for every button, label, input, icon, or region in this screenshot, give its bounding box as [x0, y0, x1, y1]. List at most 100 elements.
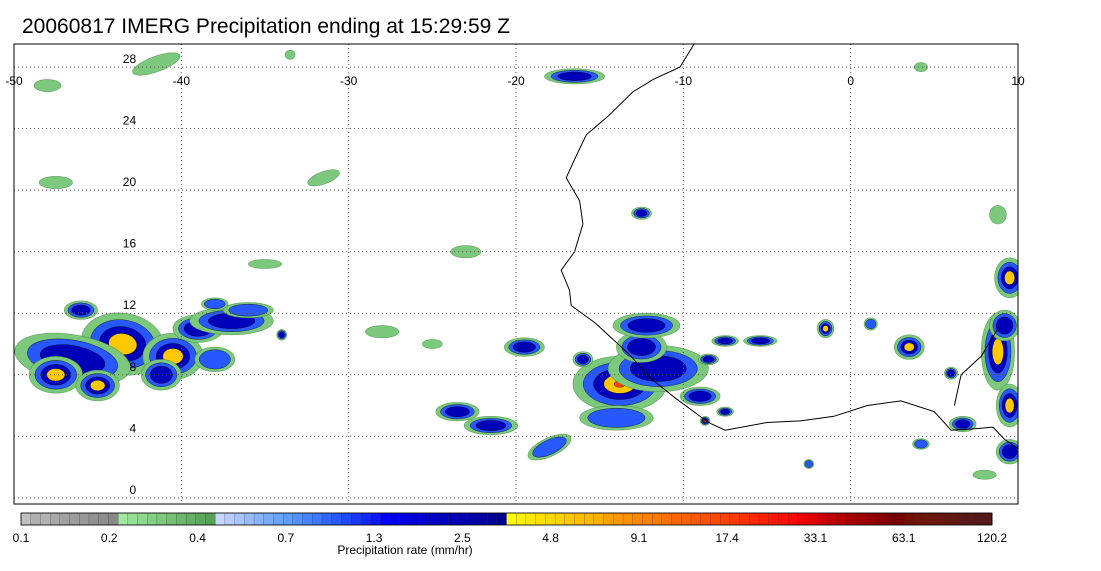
colorbar-swatch [88, 512, 100, 526]
colorbar-swatch [69, 512, 80, 526]
precip-cell [463, 416, 518, 436]
lon-tick-label: -30 [340, 74, 358, 88]
precip-cell [944, 366, 959, 380]
colorbar-swatch [603, 512, 614, 526]
colorbar-swatch [117, 512, 129, 526]
precip-cell [679, 386, 721, 406]
colorbar-swatch [409, 512, 420, 526]
precip-cell [989, 205, 1007, 225]
lat-tick-label: 8 [129, 360, 136, 374]
precip-cell [33, 79, 62, 92]
colorbar-swatch [923, 512, 935, 526]
colorbar-swatch [700, 512, 711, 526]
lon-tick-label: -20 [507, 74, 525, 88]
colorbar-swatch [516, 512, 527, 526]
colorbar-swatch [943, 512, 954, 526]
colorbar-swatch [283, 512, 294, 526]
precip-cell [63, 300, 98, 320]
colorbar-swatch [525, 512, 537, 526]
precip-cell [579, 405, 654, 431]
colorbar-swatch [875, 512, 886, 526]
colorbar-swatch [477, 512, 488, 526]
precip-cell [132, 52, 181, 76]
colorbar-swatch [467, 512, 478, 526]
coastline-africa-rivers [953, 328, 999, 406]
colorbar-swatch [846, 512, 857, 526]
precip-cell [284, 49, 296, 60]
colorbar-swatch [817, 512, 828, 526]
colorbar-swatch [749, 512, 760, 526]
colorbar-swatch [438, 512, 449, 526]
colorbar-swatch [418, 512, 430, 526]
colorbar-tick-label: 33.1 [804, 531, 828, 545]
colorbar-swatch [554, 512, 566, 526]
colorbar-swatch [253, 512, 265, 526]
colorbar-swatch [622, 512, 634, 526]
precip-cell [38, 176, 73, 189]
colorbar-swatch [380, 512, 391, 526]
colorbar-swatch [681, 512, 692, 526]
colorbar-swatch [496, 512, 507, 526]
colorbar-swatch [176, 512, 187, 526]
colorbar-tick-label: 0.7 [277, 531, 294, 545]
colorbar-tick-label: 4.8 [542, 531, 559, 545]
colorbar-swatch [535, 512, 546, 526]
colorbar-swatch [826, 512, 838, 526]
precipitation-cells-layer [14, 49, 1018, 480]
precip-cell [435, 402, 480, 422]
coastline-africa-west [560, 44, 1018, 450]
colorbar-swatch [584, 512, 595, 526]
precip-cell [803, 459, 815, 469]
precip-cell [572, 351, 594, 368]
precip-cell [450, 245, 482, 259]
colorbar-swatch [865, 512, 876, 526]
lon-tick-label: 0 [847, 74, 854, 88]
colorbar-swatch [59, 512, 70, 526]
colorbar-swatch [690, 512, 702, 526]
colorbar-swatch [205, 512, 216, 526]
colorbar-swatch [836, 512, 847, 526]
precip-cell [994, 257, 1018, 299]
colorbar-swatch [574, 512, 585, 526]
colorbar-swatch [331, 512, 342, 526]
colorbar-swatch [758, 512, 770, 526]
colorbar-swatch [244, 512, 255, 526]
precip-cell [544, 68, 605, 85]
graticule [14, 44, 1018, 504]
precip-cell [995, 439, 1018, 465]
colorbar-swatch [234, 512, 245, 526]
precip-cell [612, 312, 681, 339]
colorbar-swatch [40, 512, 51, 526]
colorbar-tick-label: 9.1 [631, 531, 648, 545]
colorbar-swatch [312, 512, 323, 526]
colorbar-tick-label: 0.2 [101, 531, 118, 545]
precip-cell [307, 169, 340, 187]
colorbar-swatch [807, 512, 818, 526]
colorbar-swatch [593, 512, 605, 526]
colorbar-swatch [671, 512, 682, 526]
colorbar-swatch [778, 512, 789, 526]
lon-tick-label: -40 [173, 74, 191, 88]
lat-tick-label: 20 [123, 175, 137, 189]
colorbar-swatch [642, 512, 653, 526]
precip-cell [276, 329, 288, 341]
lat-tick-label: 12 [123, 298, 137, 312]
colorbar-swatch [98, 512, 109, 526]
precip-cell [421, 339, 443, 349]
precip-cell [716, 406, 734, 417]
colorbar-tick-label: 0.1 [13, 531, 30, 545]
colorbar-swatch [273, 512, 284, 526]
colorbar-swatch [185, 512, 197, 526]
precip-cell [365, 325, 400, 339]
colorbar-swatch [914, 512, 925, 526]
colorbar-swatch [564, 512, 575, 526]
lat-tick-label: 28 [123, 52, 137, 66]
precip-cell [698, 353, 719, 366]
colorbar-tick-label: 1.3 [366, 531, 383, 545]
colorbar-swatch [399, 512, 410, 526]
colorbar-swatch [661, 512, 672, 526]
colorbar-swatch [20, 512, 32, 526]
colorbar-swatch [215, 512, 226, 526]
precip-cell [28, 356, 83, 394]
